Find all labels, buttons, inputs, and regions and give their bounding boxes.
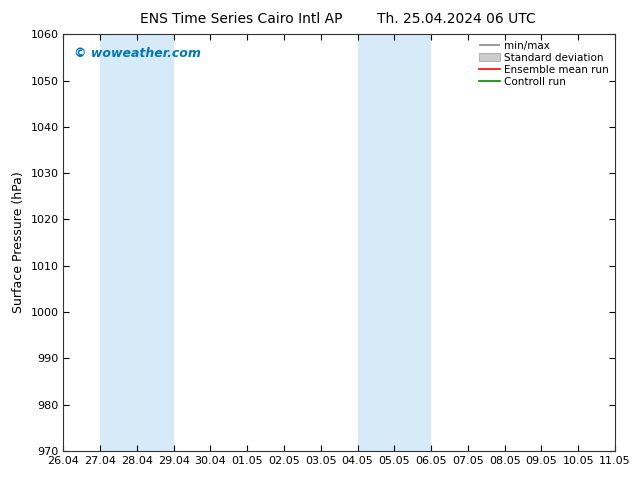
- Bar: [137, 34, 174, 451]
- Text: Th. 25.04.2024 06 UTC: Th. 25.04.2024 06 UTC: [377, 12, 536, 26]
- Bar: [100, 34, 137, 451]
- Text: ENS Time Series Cairo Intl AP: ENS Time Series Cairo Intl AP: [139, 12, 342, 26]
- Text: © woweather.com: © woweather.com: [74, 47, 202, 60]
- Bar: [394, 34, 431, 451]
- Y-axis label: Surface Pressure (hPa): Surface Pressure (hPa): [12, 172, 25, 314]
- Legend: min/max, Standard deviation, Ensemble mean run, Controll run: min/max, Standard deviation, Ensemble me…: [477, 39, 611, 89]
- Bar: [358, 34, 394, 451]
